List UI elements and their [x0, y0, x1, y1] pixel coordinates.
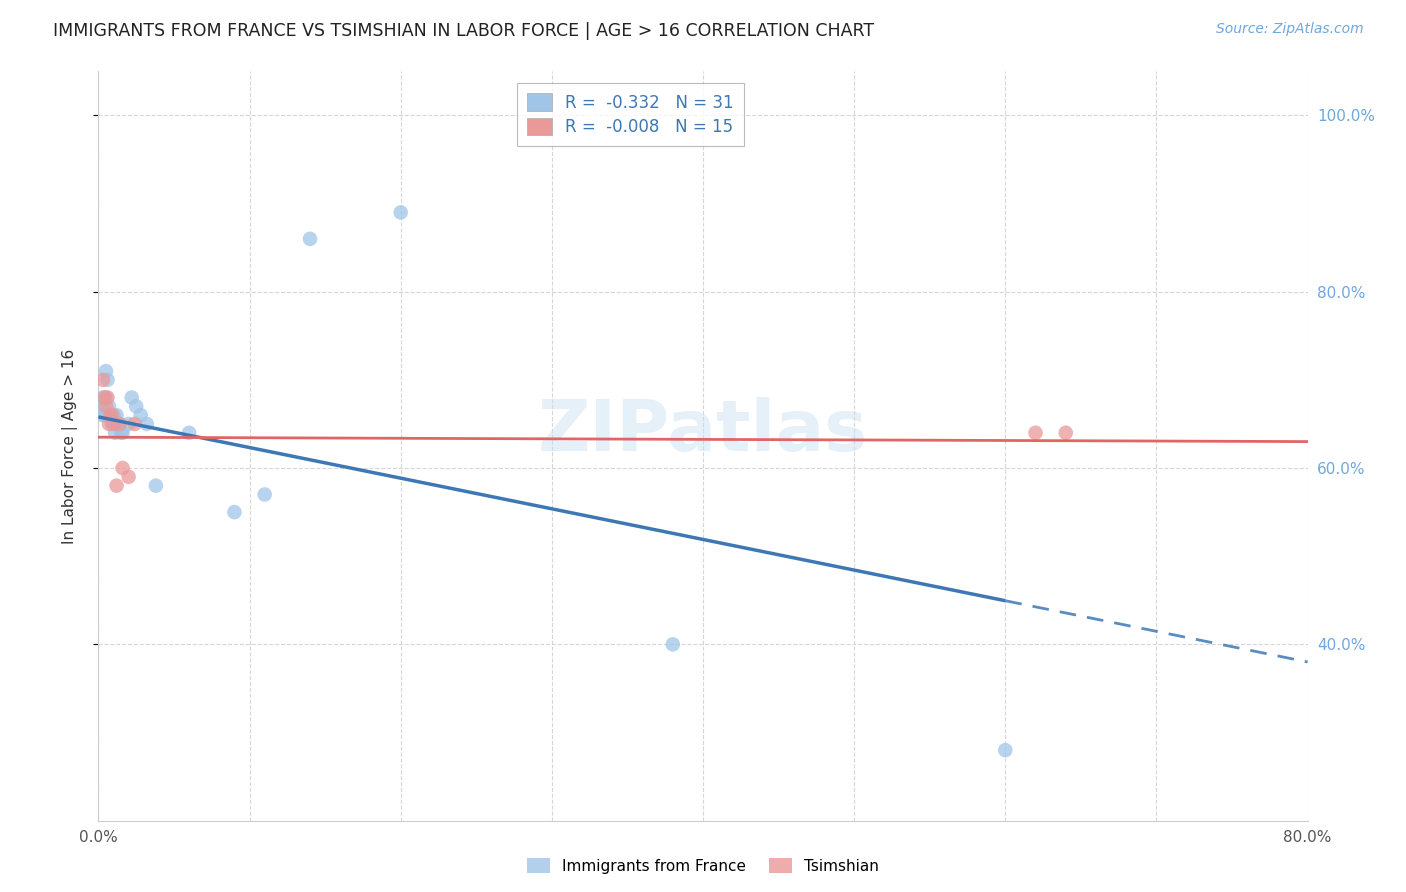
- Point: [93, 408, 115, 422]
- Point: [101, 408, 124, 422]
- Point: [108, 417, 131, 431]
- Text: ZIPatlas: ZIPatlas: [538, 397, 868, 466]
- Point: [90, 400, 112, 414]
- Point: [94, 391, 117, 405]
- Point: [98, 400, 121, 414]
- Point: [94, 364, 117, 378]
- Point: [98, 417, 121, 431]
- Point: [103, 408, 125, 422]
- Point: [105, 408, 128, 422]
- Point: [145, 478, 167, 492]
- Point: [108, 417, 131, 431]
- Point: [118, 417, 141, 431]
- Point: [179, 425, 201, 440]
- Point: [121, 391, 143, 405]
- Point: [104, 425, 127, 440]
- Point: [105, 478, 128, 492]
- Point: [111, 425, 134, 440]
- Point: [111, 461, 134, 475]
- Point: [100, 408, 122, 422]
- Point: [110, 425, 132, 440]
- Point: [98, 408, 121, 422]
- Point: [91, 373, 114, 387]
- Text: IMMIGRANTS FROM FRANCE VS TSIMSHIAN IN LABOR FORCE | AGE > 16 CORRELATION CHART: IMMIGRANTS FROM FRANCE VS TSIMSHIAN IN L…: [53, 22, 875, 40]
- Point: [125, 400, 148, 414]
- Legend: Immigrants from France, Tsimshian: Immigrants from France, Tsimshian: [520, 852, 886, 880]
- Point: [124, 417, 146, 431]
- Point: [994, 743, 1017, 757]
- Point: [1024, 425, 1046, 440]
- Point: [299, 232, 322, 246]
- Point: [94, 400, 117, 414]
- Point: [135, 417, 157, 431]
- Point: [100, 408, 122, 422]
- Point: [1054, 425, 1077, 440]
- Point: [96, 391, 118, 405]
- Point: [389, 205, 412, 219]
- Point: [103, 417, 125, 431]
- Point: [107, 417, 129, 431]
- Point: [118, 470, 141, 484]
- Point: [129, 408, 152, 422]
- Point: [93, 391, 115, 405]
- Point: [661, 637, 683, 651]
- Point: [101, 417, 124, 431]
- Y-axis label: In Labor Force | Age > 16: In Labor Force | Age > 16: [62, 349, 77, 543]
- Point: [91, 408, 114, 422]
- Point: [253, 487, 276, 501]
- Point: [224, 505, 246, 519]
- Point: [91, 391, 114, 405]
- Point: [96, 373, 118, 387]
- Text: Source: ZipAtlas.com: Source: ZipAtlas.com: [1216, 22, 1364, 37]
- Legend: R =  -0.332   N = 31, R =  -0.008   N = 15: R = -0.332 N = 31, R = -0.008 N = 15: [517, 84, 744, 146]
